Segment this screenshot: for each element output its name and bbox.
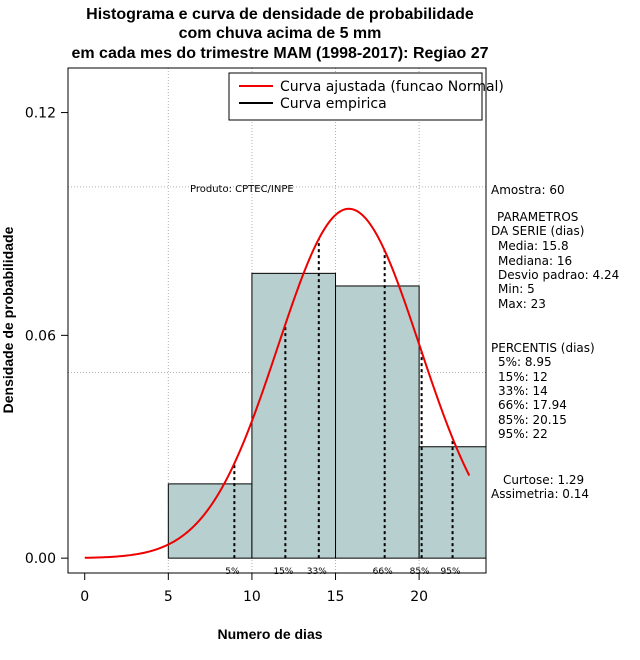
stat-max: Max: 23: [498, 297, 546, 311]
x-tick-label: 20: [410, 589, 428, 605]
percentil-33: 33%: 14: [498, 384, 548, 398]
stat-min: Min: 5: [498, 282, 535, 296]
stat-assimetria: Assimetria: 0.14: [491, 487, 590, 501]
histogram-bar: [167, 483, 253, 559]
y-tick-label: 0.06: [25, 328, 56, 344]
percentil-66: 66%: 17.94: [498, 398, 567, 412]
axes-layer: 0 5 10 15 20 0.00 0.06 0.12: [25, 106, 428, 605]
percentis-title: PERCENTIS (dias): [491, 341, 595, 355]
y-tick-label: 0.00: [25, 551, 56, 567]
legend-box: [228, 72, 483, 121]
legend-label-fitted: Curva ajustada (funcao Normal): [280, 79, 504, 95]
percentile-label: 33%: [307, 567, 327, 577]
percentile-label: 85%: [410, 567, 430, 577]
chart-title-line2: com chuva acima de 5 mm: [178, 25, 382, 42]
legend: Curva ajustada (funcao Normal) Curva emp…: [228, 72, 504, 121]
percentil-85: 85%: 20.15: [498, 413, 567, 427]
bars-layer: [167, 272, 487, 559]
legend-label-empirical: Curva empirica: [280, 96, 387, 112]
product-label: Produto: CPTEC/INPE: [190, 184, 294, 195]
percentile-label: 95%: [441, 567, 461, 577]
stat-media: Media: 15.8: [498, 239, 569, 253]
percentile-label: 66%: [373, 567, 393, 577]
normal-curve: [84, 207, 471, 559]
percentile-layer: 5% 15% 33% 66% 85% 95%: [225, 238, 461, 577]
y-axis-label: Densidade de probabilidade: [0, 226, 16, 413]
percentile-label: 5%: [225, 567, 240, 577]
percentil-15: 15%: 12: [498, 370, 548, 384]
x-tick-label: 0: [80, 589, 89, 605]
chart-title-line3: em cada mes do trimestre MAM (1998-2017)…: [71, 45, 489, 62]
y-tick-label: 0.12: [25, 106, 56, 122]
stat-curtose: Curtose: 1.29: [503, 473, 585, 487]
x-tick-label: 10: [243, 589, 261, 605]
x-axis-label: Numero de dias: [217, 626, 322, 642]
stat-desvio: Desvio padrao: 4.24: [498, 268, 620, 282]
x-tick-label: 5: [164, 589, 173, 605]
histogram-bar: [335, 285, 420, 559]
params-title-2: DA SERIE (dias): [491, 224, 585, 238]
percentil-95: 95%: 22: [498, 427, 548, 441]
percentil-5: 5%: 8.95: [498, 355, 552, 369]
stat-mediana: Mediana: 16: [498, 254, 573, 268]
chart-title-line1: Histograma e curva de densidade de proba…: [86, 6, 474, 23]
sample-size: Amostra: 60: [491, 183, 565, 197]
percentile-label: 15%: [273, 567, 293, 577]
histogram-bar: [251, 272, 337, 559]
x-tick-label: 15: [327, 589, 345, 605]
params-title-1: PARAMETROS: [497, 210, 579, 224]
